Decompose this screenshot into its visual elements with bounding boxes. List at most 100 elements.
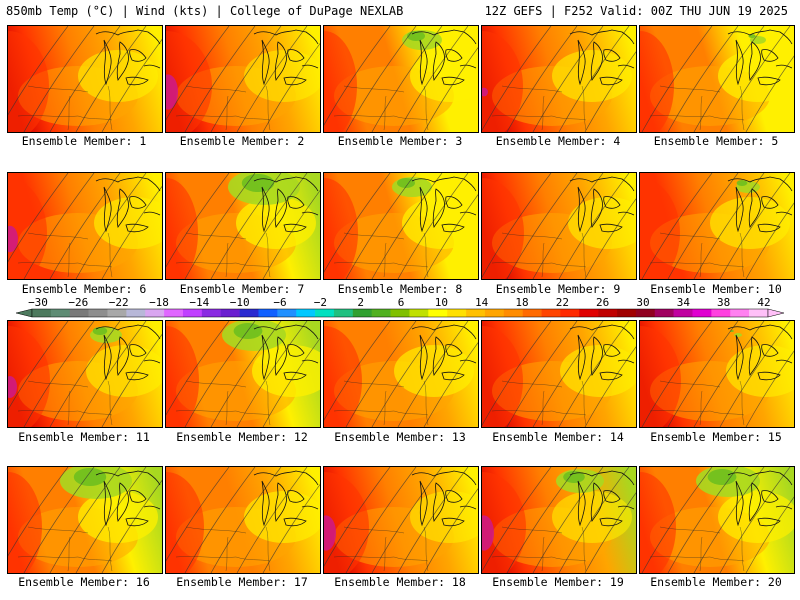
colorbar-swatch (182, 309, 203, 317)
ensemble-member-10-map (639, 172, 795, 280)
temperature-field (640, 467, 794, 573)
ensemble-member-11-map (7, 320, 163, 428)
model-run-info: 12Z GEFS | F252 Valid: 00Z THU JUN 19 20… (484, 4, 788, 18)
colorbar-swatch (428, 309, 448, 317)
colorbar-swatch (164, 309, 184, 317)
colorbar-swatch (32, 309, 52, 317)
colorbar-tick-label: 42 (757, 296, 770, 309)
ensemble-member-caption: Ensemble Member: 12 (176, 430, 308, 444)
temperature-field (8, 321, 162, 427)
temperature-field (166, 321, 320, 427)
temperature-field (8, 173, 162, 279)
colorbar-tick-label: 6 (398, 296, 405, 309)
colorbar-swatch (692, 309, 712, 317)
colorbar-swatch (541, 309, 561, 317)
colorbar-tick-label: 14 (475, 296, 489, 309)
colorbar-swatch (484, 309, 505, 317)
colorbar-tick-label: 18 (515, 296, 528, 309)
colorbar-tick-label: 22 (556, 296, 569, 309)
colorbar-tick-label: −6 (273, 296, 286, 309)
temperature-field (640, 321, 794, 427)
colorbar-swatch (711, 309, 731, 317)
ensemble-member-caption: Ensemble Member: 2 (179, 134, 305, 148)
colorbar-swatch (503, 309, 523, 317)
temperature-field (324, 321, 478, 427)
ensemble-member-19-map (481, 466, 637, 574)
colorbar-tick-label: −22 (109, 296, 129, 309)
ensemble-member-caption: Ensemble Member: 20 (650, 575, 782, 589)
colorbar-tick-label: −26 (68, 296, 88, 309)
temperature-field (166, 173, 320, 279)
colorbar-tick-label: 34 (677, 296, 691, 309)
colorbar-swatch (466, 309, 486, 317)
colorbar-tick-label: 38 (717, 296, 730, 309)
temperature-field (324, 26, 478, 132)
colorbar-swatch (617, 309, 637, 317)
ensemble-member-18-map (323, 466, 479, 574)
colorbar-swatch (409, 309, 429, 317)
colorbar-swatch (258, 309, 278, 317)
ensemble-member-2-map (165, 25, 321, 133)
colorbar-swatch (654, 309, 674, 317)
ensemble-member-14-map (481, 320, 637, 428)
ensemble-member-caption: Ensemble Member: 8 (337, 282, 463, 296)
temperature-field (482, 173, 636, 279)
temperature-field (324, 173, 478, 279)
ensemble-member-caption: Ensemble Member: 14 (492, 430, 624, 444)
ensemble-member-4-map (481, 25, 637, 133)
ensemble-member-15-map (639, 320, 795, 428)
colorbar-tick-label: 30 (636, 296, 649, 309)
temperature-field (640, 26, 794, 132)
colorbar-tick-label: −14 (189, 296, 209, 309)
colorbar-swatch (296, 309, 316, 317)
ensemble-member-7-map (165, 172, 321, 280)
colorbar-tick-label: −2 (314, 296, 327, 309)
ensemble-member-3-map (323, 25, 479, 133)
map-title: 850mb Temp (°C) | Wind (kts) | College o… (6, 4, 404, 18)
colorbar-swatch (220, 309, 240, 317)
colorbar-swatch (447, 309, 467, 317)
colorbar-swatch (107, 309, 127, 317)
colorbar-tick-label: −10 (230, 296, 250, 309)
ensemble-member-caption: Ensemble Member: 7 (179, 282, 305, 296)
ensemble-member-caption: Ensemble Member: 15 (650, 430, 782, 444)
colorbar-swatch (126, 309, 146, 317)
colorbar-swatch (277, 309, 297, 317)
colorbar-swatch (560, 309, 580, 317)
colorbar-swatch (730, 309, 750, 317)
temperature-field (166, 26, 320, 132)
colorbar-tick-label: −18 (149, 296, 169, 309)
colorbar-swatch (635, 309, 656, 317)
colorbar-tick-label: 2 (357, 296, 364, 309)
ensemble-member-12-map (165, 320, 321, 428)
colorbar-swatch (598, 309, 618, 317)
colorbar-swatch (673, 309, 693, 317)
colorbar-swatch (50, 309, 71, 317)
temperature-field (482, 26, 636, 132)
colorbar-swatch (239, 309, 259, 317)
colorbar-swatch (69, 309, 89, 317)
ensemble-member-caption: Ensemble Member: 11 (18, 430, 150, 444)
temperature-field (8, 26, 162, 132)
ensemble-member-8-map (323, 172, 479, 280)
ensemble-member-17-map (165, 466, 321, 574)
ensemble-member-13-map (323, 320, 479, 428)
ensemble-member-16-map (7, 466, 163, 574)
colorbar-swatch (145, 309, 165, 317)
ensemble-member-caption: Ensemble Member: 5 (653, 134, 779, 148)
ensemble-member-1-map (7, 25, 163, 133)
colorbar-swatch (579, 309, 599, 317)
ensemble-member-caption: Ensemble Member: 16 (18, 575, 150, 589)
ensemble-member-caption: Ensemble Member: 17 (176, 575, 308, 589)
ensemble-member-caption: Ensemble Member: 1 (21, 134, 147, 148)
colorbar-swatch (333, 309, 354, 317)
temperature-field (482, 467, 636, 573)
colorbar-swatch (352, 309, 372, 317)
colorbar-swatch (315, 309, 335, 317)
temperature-field (482, 321, 636, 427)
colorbar-swatch (88, 309, 108, 317)
ensemble-member-6-map (7, 172, 163, 280)
ensemble-member-caption: Ensemble Member: 18 (334, 575, 466, 589)
colorbar-tick-label: −30 (28, 296, 48, 309)
colorbar-swatch (749, 309, 769, 317)
